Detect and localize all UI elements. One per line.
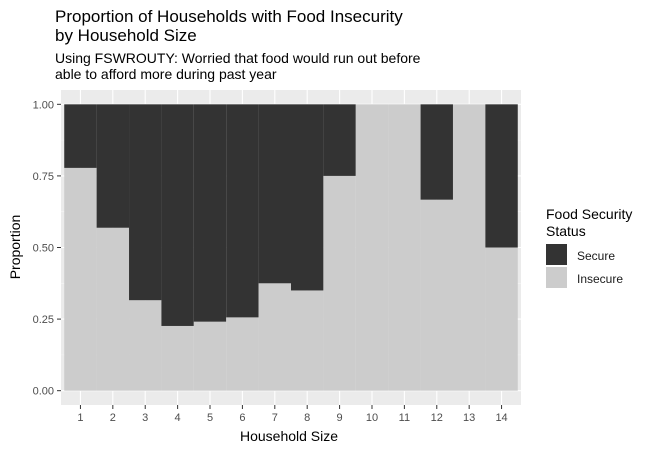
- chart-subtitle-line-2: able to afford more during past year: [55, 66, 277, 82]
- x-tick-label: 7: [272, 412, 278, 424]
- x-tick-label: 9: [337, 412, 343, 424]
- bar-secure-6: [226, 104, 259, 318]
- legend-key-insecure: [546, 267, 567, 288]
- bar-insecure-4: [161, 325, 194, 391]
- x-tick-label: 1: [77, 412, 83, 424]
- y-tick-label: 0.50: [33, 243, 54, 255]
- bar-secure-3: [129, 104, 162, 301]
- bar-secure-12: [420, 104, 453, 200]
- x-tick-label: 10: [366, 412, 378, 424]
- x-tick-label: 13: [463, 412, 475, 424]
- bar-secure-14: [485, 104, 518, 248]
- legend-key-secure: [546, 244, 567, 265]
- chart-title-line-2: by Household Size: [55, 26, 197, 45]
- legend-label-insecure: Insecure: [577, 272, 624, 286]
- x-tick-label: 12: [431, 412, 443, 424]
- legend-title-line-2: Status: [546, 223, 586, 239]
- bar-insecure-6: [226, 317, 259, 391]
- legend-title-line-1: Food Security: [546, 206, 633, 222]
- x-tick-label: 4: [175, 412, 181, 424]
- y-tick-label: 1.00: [33, 99, 54, 111]
- bar-secure-8: [291, 104, 324, 291]
- x-tick-label: 14: [495, 412, 507, 424]
- chart-title-line-1: Proportion of Households with Food Insec…: [55, 7, 403, 26]
- y-tick-label: 0.00: [33, 386, 54, 398]
- bar-insecure-12: [420, 199, 453, 391]
- bar-insecure-5: [193, 321, 227, 391]
- axes: 0.000.250.500.751.001 2 3 4 5 6 7 8 9 10 11 12 13 14: [33, 99, 508, 424]
- bar-insecure-14: [485, 247, 518, 391]
- x-tick-label: 11: [399, 412, 410, 424]
- bar-insecure-1: [64, 167, 97, 391]
- y-tick-label: 0.25: [33, 314, 54, 326]
- bar-insecure-8: [291, 290, 324, 391]
- bar-secure-2: [96, 104, 130, 228]
- legend-label-secure: Secure: [577, 249, 616, 263]
- bar-secure-4: [161, 104, 194, 326]
- bar-insecure-3: [129, 300, 162, 391]
- y-tick-label: 0.75: [33, 171, 54, 183]
- bar-insecure-11: [388, 104, 421, 391]
- x-tick-label: 5: [207, 412, 213, 424]
- chart-subtitle-line-1: Using FSWROUTY: Worried that food would …: [55, 50, 421, 66]
- bar-secure-7: [258, 104, 291, 284]
- x-tick-label: 3: [142, 412, 148, 424]
- bar-insecure-2: [96, 227, 130, 391]
- bars: [64, 104, 518, 391]
- bar-insecure-13: [452, 104, 486, 391]
- bar-insecure-10: [355, 104, 389, 391]
- x-axis-title: Household Size: [240, 428, 338, 444]
- x-tick-label: 2: [110, 412, 116, 424]
- x-tick-label: 6: [239, 412, 245, 424]
- bar-insecure-9: [323, 175, 356, 391]
- bar-secure-1: [64, 104, 97, 168]
- bar-secure-9: [323, 104, 356, 176]
- y-axis-title: Proportion: [7, 215, 23, 280]
- bar-insecure-7: [258, 283, 291, 391]
- bar-secure-5: [193, 104, 227, 322]
- x-tick-label: 8: [304, 412, 310, 424]
